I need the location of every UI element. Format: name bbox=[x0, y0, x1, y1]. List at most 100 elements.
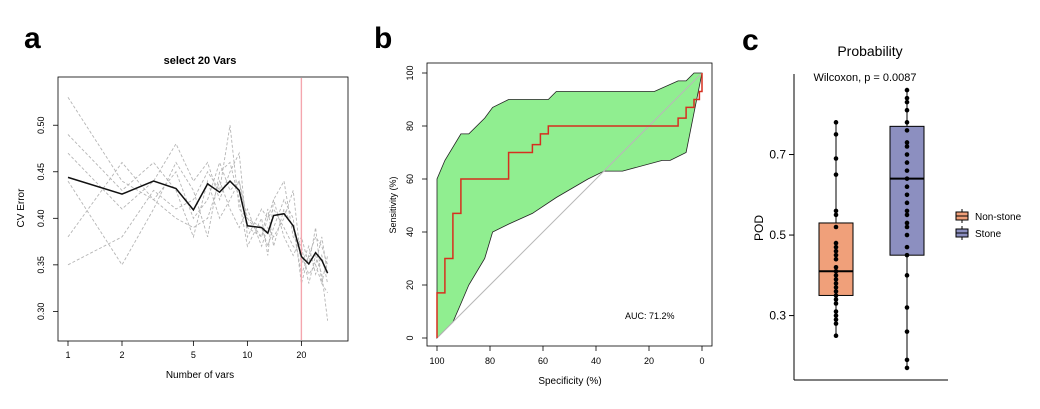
stone-point bbox=[904, 212, 910, 218]
y-tick-label: 0.45 bbox=[36, 163, 46, 181]
y-tick-label: 0.3 bbox=[769, 309, 786, 323]
x-tick-label: 80 bbox=[485, 356, 495, 366]
panel-b-auc: AUC: 71.2% bbox=[625, 311, 675, 321]
fold-line-6 bbox=[67, 134, 329, 276]
chance-diagonal bbox=[436, 72, 703, 339]
y-tick-label: 20 bbox=[405, 280, 415, 290]
stone-point bbox=[904, 128, 910, 133]
non-stone-point bbox=[833, 224, 839, 230]
stone-point bbox=[904, 120, 910, 125]
non-stone-point bbox=[833, 317, 839, 322]
legend-label-non-stone: Non-stone bbox=[975, 212, 1022, 223]
panel-c-pvalue: Wilcoxon, p = 0.0087 bbox=[813, 72, 916, 84]
non-stone-point bbox=[833, 240, 839, 246]
non-stone-point bbox=[833, 248, 839, 254]
fold-line-5 bbox=[67, 161, 329, 284]
non-stone-point bbox=[833, 285, 839, 290]
mean-cv-error-line bbox=[67, 176, 329, 274]
non-stone-point bbox=[833, 333, 839, 339]
y-tick-label: 60 bbox=[405, 174, 415, 184]
stone-point bbox=[904, 99, 910, 105]
non-stone-point bbox=[833, 172, 839, 177]
non-stone-point bbox=[833, 132, 839, 137]
y-tick-label: 0.40 bbox=[36, 210, 46, 228]
panel-a-frame bbox=[57, 76, 349, 342]
stone-point bbox=[904, 140, 910, 145]
x-tick-label: 10 bbox=[242, 350, 252, 360]
stone-point bbox=[904, 329, 910, 334]
x-tick-label: 0 bbox=[699, 356, 704, 366]
y-tick-label: 0.35 bbox=[36, 256, 46, 274]
panel-a-ylabel: CV Error bbox=[16, 188, 27, 228]
stone-point bbox=[904, 192, 910, 198]
panel-a-title: select 20 Vars bbox=[164, 55, 237, 67]
stone-point bbox=[904, 244, 910, 250]
y-tick-label: 0 bbox=[405, 335, 415, 340]
stone-point bbox=[904, 168, 910, 173]
y-tick-label: 0.7 bbox=[769, 148, 786, 162]
non-stone-point bbox=[833, 256, 839, 262]
legend-label-stone: Stone bbox=[975, 229, 1002, 240]
non-stone-point bbox=[833, 156, 839, 161]
panel-c-ylabel: POD bbox=[752, 215, 766, 241]
y-tick-label: 0.50 bbox=[36, 116, 46, 134]
non-stone-point bbox=[833, 313, 839, 318]
stone-point bbox=[904, 208, 910, 214]
stone-point bbox=[904, 107, 910, 113]
x-tick-label: 40 bbox=[591, 356, 601, 366]
stone-point bbox=[904, 184, 910, 190]
fold-line-4 bbox=[67, 161, 329, 284]
y-tick-label: 0.5 bbox=[769, 228, 786, 242]
non-stone-point bbox=[833, 208, 839, 214]
stone-point bbox=[904, 252, 910, 258]
y-tick-label: 0.30 bbox=[36, 303, 46, 321]
non-stone-point bbox=[833, 293, 839, 298]
panel-c-title: Probability bbox=[837, 43, 902, 59]
non-stone-point bbox=[833, 120, 839, 125]
fold-line-3 bbox=[67, 142, 329, 321]
stone-point bbox=[904, 87, 910, 93]
stone-point bbox=[904, 220, 910, 226]
panel-a: select 20 Vars 1 2 5 10 20 0.30 0.35 0.40 0.45 0.… bbox=[16, 55, 349, 381]
stone-point bbox=[904, 152, 910, 157]
stone-point bbox=[904, 224, 910, 230]
non-stone-point bbox=[833, 321, 839, 326]
panel-b-ylabel: Sensitivity (%) bbox=[388, 176, 398, 233]
non-stone-point bbox=[833, 212, 839, 218]
panel-c-legend: Non-stone Stone bbox=[955, 209, 1022, 240]
panel-b: 100 80 60 40 20 0 0 20 40 60 80 100 AUC: 71.2% Spec… bbox=[388, 62, 713, 387]
x-tick-label: 60 bbox=[538, 356, 548, 366]
x-tick-label: 1 bbox=[65, 350, 70, 360]
panel-b-frame bbox=[426, 62, 713, 347]
y-tick-label: 80 bbox=[405, 121, 415, 131]
stone-point bbox=[904, 95, 910, 101]
non-stone-point bbox=[833, 309, 839, 314]
x-tick-label: 2 bbox=[119, 350, 124, 360]
stone-point bbox=[904, 144, 910, 149]
panel-a-fold-lines bbox=[67, 97, 329, 321]
stone-point bbox=[904, 365, 910, 371]
x-tick-label: 5 bbox=[191, 350, 196, 360]
non-stone-point bbox=[833, 268, 839, 274]
stone-point bbox=[904, 305, 910, 310]
stone-point bbox=[904, 160, 910, 165]
non-stone-point bbox=[833, 244, 839, 250]
panel-a-xlabel: Number of vars bbox=[166, 370, 234, 381]
stone-point bbox=[904, 357, 910, 363]
non-stone-point bbox=[833, 281, 839, 286]
non-stone-point bbox=[833, 264, 839, 270]
non-stone-point bbox=[833, 301, 839, 306]
x-tick-label: 20 bbox=[296, 350, 306, 360]
panel-label-b: b bbox=[374, 22, 392, 55]
panel-label-c: c bbox=[742, 24, 759, 57]
y-tick-label: 40 bbox=[405, 227, 415, 237]
non-stone-point bbox=[833, 252, 839, 258]
non-stone-point bbox=[833, 277, 839, 282]
non-stone-point bbox=[833, 289, 839, 294]
stone-point bbox=[904, 176, 910, 181]
non-stone-point bbox=[833, 273, 839, 278]
non-stone-point bbox=[833, 297, 839, 302]
panel-c: Probability Wilcoxon, p = 0.0087 0.3 0.5 0… bbox=[752, 43, 1022, 381]
roc-curve bbox=[436, 73, 703, 338]
